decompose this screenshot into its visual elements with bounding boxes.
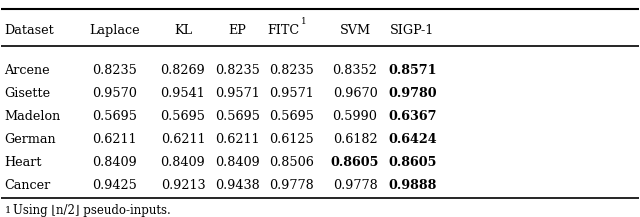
Text: 0.8571: 0.8571 <box>388 64 436 77</box>
Text: 0.8235: 0.8235 <box>215 64 260 77</box>
Text: German: German <box>4 133 56 146</box>
Text: 0.6367: 0.6367 <box>388 110 436 123</box>
Text: 0.9571: 0.9571 <box>215 87 260 100</box>
Text: Laplace: Laplace <box>90 24 140 37</box>
Text: 0.9570: 0.9570 <box>92 87 137 100</box>
Text: 0.8409: 0.8409 <box>215 156 260 169</box>
Text: Dataset: Dataset <box>4 24 54 37</box>
Text: 0.6424: 0.6424 <box>388 133 436 146</box>
Text: 0.9670: 0.9670 <box>333 87 378 100</box>
Text: 0.5695: 0.5695 <box>161 110 205 123</box>
Text: 0.9541: 0.9541 <box>161 87 205 100</box>
Text: 1: 1 <box>301 17 307 26</box>
Text: 0.9571: 0.9571 <box>269 87 314 100</box>
Text: KL: KL <box>174 24 192 37</box>
Text: Cancer: Cancer <box>4 179 51 192</box>
Text: 0.8605: 0.8605 <box>388 156 436 169</box>
Text: SVM: SVM <box>339 24 371 37</box>
Text: 0.5990: 0.5990 <box>333 110 378 123</box>
Text: 0.6125: 0.6125 <box>269 133 314 146</box>
Text: 1: 1 <box>4 206 11 215</box>
Text: 0.8409: 0.8409 <box>92 156 137 169</box>
Text: 0.6211: 0.6211 <box>161 133 205 146</box>
Text: 0.5695: 0.5695 <box>269 110 314 123</box>
Text: 0.9438: 0.9438 <box>215 179 260 192</box>
Text: 0.8235: 0.8235 <box>269 64 314 77</box>
Text: 0.5695: 0.5695 <box>92 110 138 123</box>
Text: 0.8409: 0.8409 <box>161 156 205 169</box>
Text: 0.8605: 0.8605 <box>331 156 380 169</box>
Text: 0.9778: 0.9778 <box>269 179 314 192</box>
Text: Madelon: Madelon <box>4 110 61 123</box>
Text: 0.9888: 0.9888 <box>388 179 436 192</box>
Text: SIGP-1: SIGP-1 <box>390 24 435 37</box>
Text: 0.8506: 0.8506 <box>269 156 314 169</box>
Text: Gisette: Gisette <box>4 87 51 100</box>
Text: 0.9425: 0.9425 <box>92 179 137 192</box>
Text: FITC: FITC <box>267 24 299 37</box>
Text: 0.9780: 0.9780 <box>388 87 436 100</box>
Text: EP: EP <box>228 24 246 37</box>
Text: 0.5695: 0.5695 <box>214 110 260 123</box>
Text: Using ⌊n/2⌋ pseudo-inputs.: Using ⌊n/2⌋ pseudo-inputs. <box>13 204 171 217</box>
Text: Heart: Heart <box>4 156 42 169</box>
Text: 0.8269: 0.8269 <box>161 64 205 77</box>
Text: 0.6182: 0.6182 <box>333 133 378 146</box>
Text: 0.6211: 0.6211 <box>215 133 259 146</box>
Text: 0.8352: 0.8352 <box>333 64 378 77</box>
Text: 0.8235: 0.8235 <box>92 64 137 77</box>
Text: Arcene: Arcene <box>4 64 50 77</box>
Text: 0.6211: 0.6211 <box>93 133 137 146</box>
Text: 0.9778: 0.9778 <box>333 179 378 192</box>
Text: 0.9213: 0.9213 <box>161 179 205 192</box>
